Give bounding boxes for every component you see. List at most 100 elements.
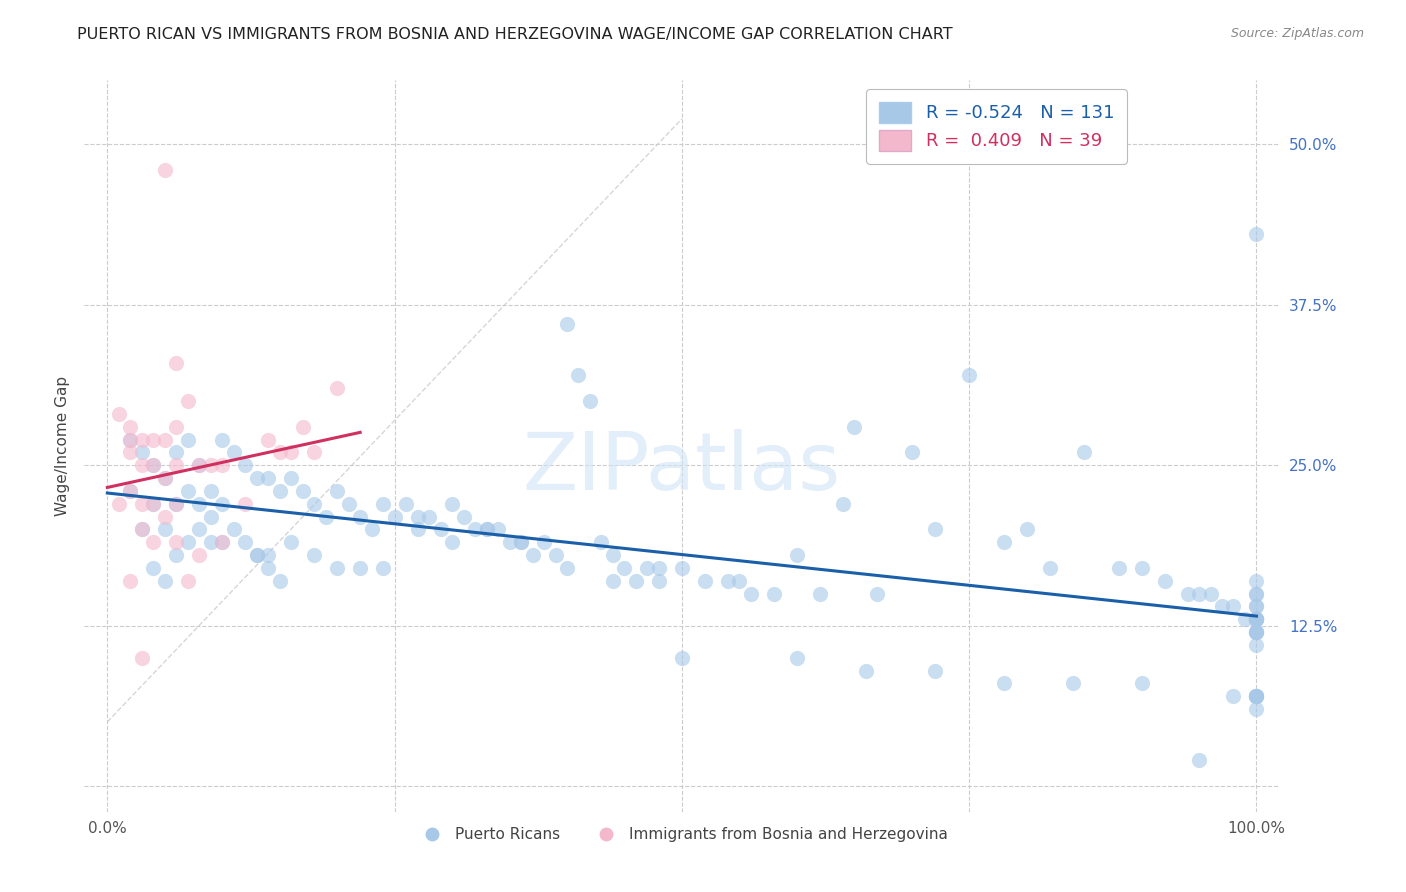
Point bbox=[1062, 676, 1084, 690]
Point bbox=[165, 458, 187, 473]
Point bbox=[844, 419, 866, 434]
Point bbox=[120, 483, 142, 498]
Point bbox=[1130, 561, 1153, 575]
Point bbox=[1246, 599, 1268, 614]
Point bbox=[200, 535, 222, 549]
Point bbox=[1246, 625, 1268, 640]
Point bbox=[1246, 690, 1268, 704]
Point bbox=[222, 523, 245, 537]
Point bbox=[648, 574, 671, 588]
Point bbox=[177, 535, 200, 549]
Point bbox=[233, 535, 256, 549]
Point bbox=[211, 535, 233, 549]
Point bbox=[165, 497, 187, 511]
Point bbox=[211, 535, 233, 549]
Point bbox=[131, 523, 153, 537]
Point bbox=[602, 574, 624, 588]
Point bbox=[510, 535, 533, 549]
Point bbox=[464, 523, 486, 537]
Point bbox=[579, 394, 602, 409]
Point bbox=[153, 433, 176, 447]
Point bbox=[337, 497, 360, 511]
Point bbox=[1222, 599, 1244, 614]
Point bbox=[1246, 702, 1268, 716]
Point bbox=[406, 509, 429, 524]
Point bbox=[693, 574, 716, 588]
Point bbox=[233, 458, 256, 473]
Point bbox=[291, 419, 314, 434]
Point bbox=[1222, 690, 1244, 704]
Point bbox=[131, 523, 153, 537]
Point bbox=[153, 509, 176, 524]
Point bbox=[246, 471, 269, 485]
Point bbox=[1233, 612, 1256, 626]
Point bbox=[831, 497, 853, 511]
Point bbox=[177, 394, 200, 409]
Text: ZIPatlas: ZIPatlas bbox=[523, 429, 841, 507]
Point bbox=[1246, 690, 1268, 704]
Point bbox=[624, 574, 647, 588]
Point bbox=[866, 586, 889, 600]
Point bbox=[1246, 690, 1268, 704]
Point bbox=[302, 497, 325, 511]
Point bbox=[108, 407, 131, 421]
Point bbox=[211, 433, 233, 447]
Point bbox=[418, 509, 440, 524]
Point bbox=[120, 419, 142, 434]
Point bbox=[269, 574, 291, 588]
Point bbox=[142, 497, 165, 511]
Point bbox=[762, 586, 785, 600]
Point bbox=[120, 433, 142, 447]
Point bbox=[120, 433, 142, 447]
Point bbox=[211, 497, 233, 511]
Point bbox=[728, 574, 751, 588]
Point bbox=[269, 445, 291, 459]
Point bbox=[510, 535, 533, 549]
Point bbox=[349, 561, 371, 575]
Point bbox=[429, 523, 451, 537]
Point bbox=[1246, 690, 1268, 704]
Point bbox=[1246, 227, 1268, 242]
Point bbox=[142, 433, 165, 447]
Point bbox=[1211, 599, 1233, 614]
Point bbox=[1108, 561, 1130, 575]
Point bbox=[567, 368, 589, 383]
Point bbox=[475, 523, 498, 537]
Point bbox=[1246, 586, 1268, 600]
Point bbox=[280, 535, 302, 549]
Point bbox=[200, 483, 222, 498]
Legend: Puerto Ricans, Immigrants from Bosnia and Herzegovina: Puerto Ricans, Immigrants from Bosnia an… bbox=[411, 821, 953, 848]
Point bbox=[142, 535, 165, 549]
Point bbox=[591, 535, 613, 549]
Point bbox=[188, 548, 211, 562]
Point bbox=[211, 458, 233, 473]
Point bbox=[142, 497, 165, 511]
Point bbox=[165, 497, 187, 511]
Point bbox=[165, 548, 187, 562]
Point bbox=[131, 650, 153, 665]
Point bbox=[486, 523, 509, 537]
Point bbox=[924, 523, 946, 537]
Point bbox=[302, 445, 325, 459]
Point bbox=[120, 483, 142, 498]
Point bbox=[1246, 586, 1268, 600]
Point bbox=[188, 458, 211, 473]
Point bbox=[740, 586, 762, 600]
Point bbox=[349, 509, 371, 524]
Point bbox=[786, 548, 808, 562]
Point bbox=[613, 561, 636, 575]
Point bbox=[648, 561, 671, 575]
Point bbox=[993, 676, 1015, 690]
Point bbox=[717, 574, 740, 588]
Point bbox=[636, 561, 658, 575]
Point bbox=[498, 535, 520, 549]
Point bbox=[1177, 586, 1199, 600]
Point bbox=[1246, 625, 1268, 640]
Point bbox=[522, 548, 544, 562]
Point bbox=[1246, 612, 1268, 626]
Point bbox=[1073, 445, 1095, 459]
Point bbox=[1246, 690, 1268, 704]
Point bbox=[1015, 523, 1038, 537]
Point bbox=[153, 523, 176, 537]
Point bbox=[441, 535, 464, 549]
